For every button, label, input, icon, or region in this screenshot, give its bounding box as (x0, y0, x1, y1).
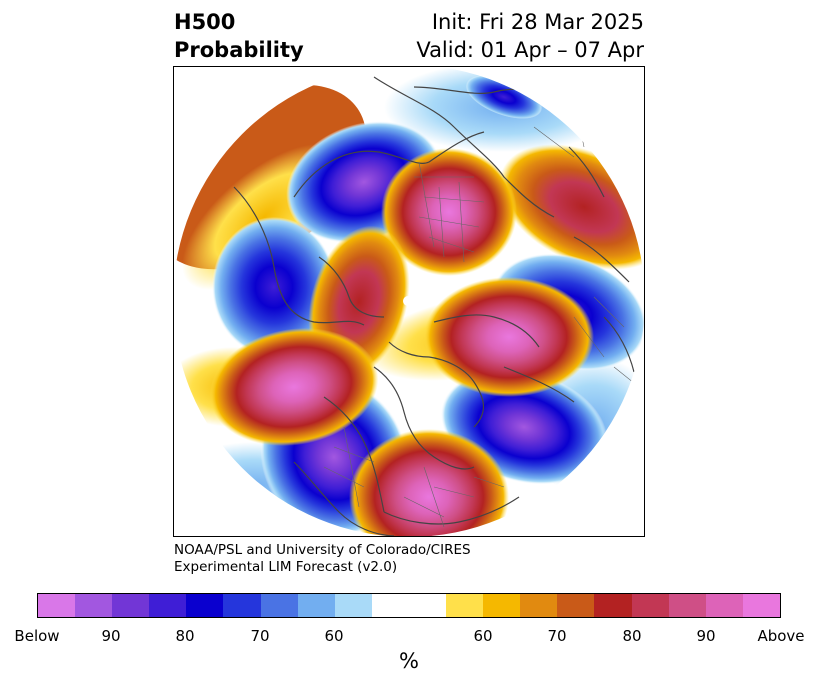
colorbar-segment (297, 594, 335, 617)
title-field: Probability (174, 38, 304, 62)
colorbar-segment (705, 594, 743, 617)
colorbar-segment (112, 594, 150, 617)
colorbar-segment (557, 594, 595, 617)
colorbar-segment (742, 594, 780, 617)
colorbar-segment (260, 594, 298, 617)
colorbar-segment (483, 594, 521, 617)
colorbar-segment (520, 594, 558, 617)
colorbar-segment (668, 594, 706, 617)
polar-map (173, 66, 645, 537)
credit-line-1: NOAA/PSL and University of Colorado/CIRE… (174, 542, 471, 558)
colorbar-tick-label: 60 (324, 627, 344, 645)
forecast-dates: Init: Fri 28 Mar 2025 Valid: 01 Apr – 07… (416, 8, 644, 64)
colorbar-tick-label: 80 (622, 627, 642, 645)
colorbar (37, 593, 781, 618)
colorbar-tick-label: 60 (473, 627, 493, 645)
title-variable: H500 (174, 10, 236, 34)
colorbar-segment (446, 594, 484, 617)
colorbar-tick-label: Below (14, 627, 60, 645)
valid-range: Valid: 01 Apr – 07 Apr (416, 38, 644, 62)
colorbar-tick-label: 90 (101, 627, 121, 645)
colorbar-tick-label: 80 (175, 627, 195, 645)
colorbar-tick-label: Above (757, 627, 805, 645)
colorbar-segment (371, 594, 447, 617)
credit-line-2: Experimental LIM Forecast (v2.0) (174, 559, 398, 575)
colorbar-segment (223, 594, 261, 617)
colorbar-tick-label: 70 (547, 627, 567, 645)
colorbar-segment (186, 594, 224, 617)
colorbar-tick-label: 70 (250, 627, 270, 645)
init-date: Init: Fri 28 Mar 2025 (431, 10, 644, 34)
map-title: H500 Probability (174, 8, 304, 64)
probability-field (174, 67, 644, 536)
colorbar-segment (38, 594, 76, 617)
colorbar-segment (631, 594, 669, 617)
colorbar-segment (75, 594, 113, 617)
credit-text: NOAA/PSL and University of Colorado/CIRE… (174, 542, 471, 576)
colorbar-tick-label: 90 (696, 627, 716, 645)
colorbar-segment (149, 594, 187, 617)
colorbar-unit: % (399, 649, 419, 673)
colorbar-segment (594, 594, 632, 617)
colorbar-segment (334, 594, 372, 617)
